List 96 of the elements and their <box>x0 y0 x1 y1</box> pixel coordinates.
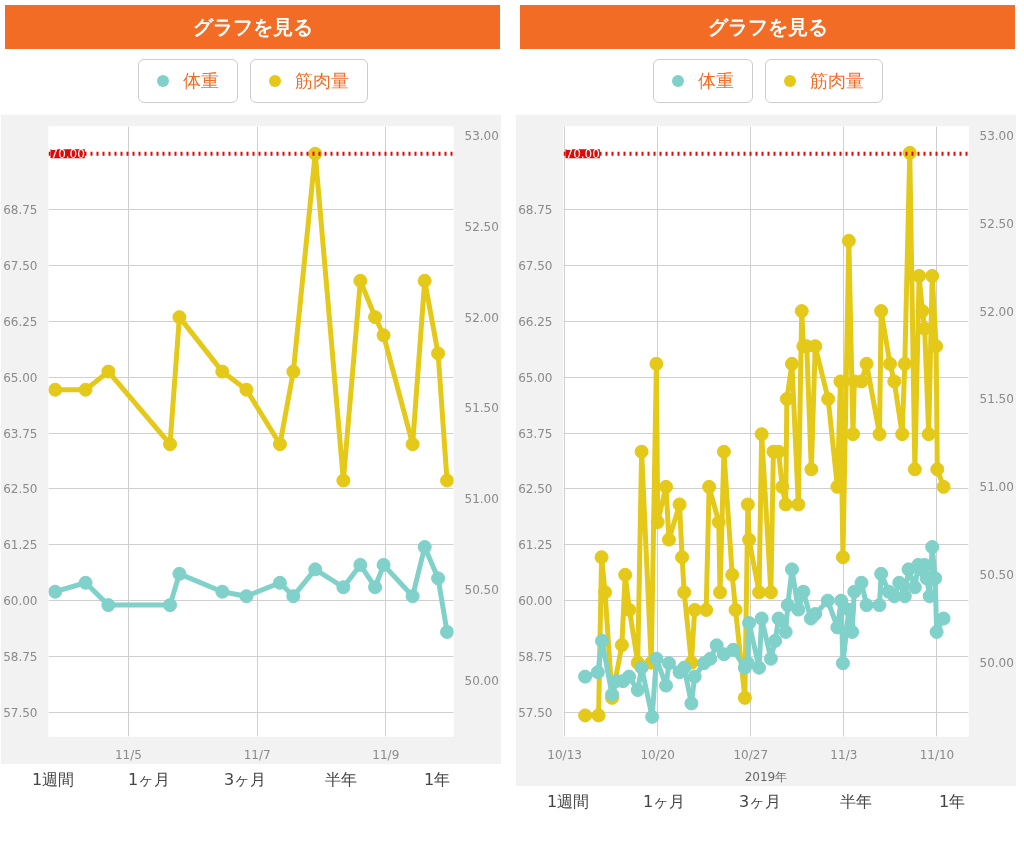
point <box>405 589 420 604</box>
point <box>336 473 351 488</box>
point <box>78 382 93 397</box>
point <box>239 382 254 397</box>
point <box>272 437 287 452</box>
point <box>353 557 368 572</box>
y-tick-label: 60.00 <box>3 594 38 609</box>
point <box>376 328 391 343</box>
y-tick-label: 66.25 <box>518 314 553 329</box>
x-tick-label: 11/7 <box>243 747 271 762</box>
point <box>172 310 187 325</box>
y-tick-label: 62.50 <box>518 482 553 497</box>
legend-label: 筋肉量 <box>809 70 864 91</box>
point <box>163 437 178 452</box>
text: 1週間 <box>545 791 591 813</box>
text: 1年 <box>422 769 452 791</box>
y2-tick-label: 51.00 <box>464 492 499 507</box>
point <box>368 310 383 325</box>
text: 1週間 <box>30 769 76 791</box>
y2-tick-label: 51.50 <box>464 401 499 416</box>
point <box>78 575 93 590</box>
y2-tick-label: 53.00 <box>464 129 499 144</box>
y2-tick-label: 50.00 <box>464 673 499 688</box>
point <box>272 575 287 590</box>
y-tick-label: 65.00 <box>3 370 38 385</box>
point <box>368 580 383 595</box>
y2-tick-label: 51.50 <box>979 392 1014 407</box>
point <box>286 589 301 604</box>
point <box>48 382 63 397</box>
chart-title: グラフを見る <box>5 5 500 49</box>
ref-line-label: 70.00 <box>50 147 85 162</box>
y-tick-label: 63.75 <box>3 426 38 441</box>
y2-tick-label: 53.00 <box>979 128 1014 143</box>
chart-title: グラフを見る <box>520 5 1015 49</box>
text: 1ヶ月 <box>641 791 687 813</box>
point <box>215 364 230 379</box>
y2-tick-label: 50.50 <box>979 568 1014 583</box>
y-tick-label: 65.00 <box>518 370 553 385</box>
point <box>101 598 116 613</box>
y-tick-label: 63.75 <box>518 426 553 441</box>
ref-line-label: 70.00 <box>565 147 600 162</box>
y-tick-label: 62.50 <box>3 482 38 497</box>
y-tick-label: 61.25 <box>518 538 553 553</box>
x-tick-label: 11/9 <box>372 747 400 762</box>
x-tick-label: 10/13 <box>547 747 582 762</box>
point <box>417 273 432 288</box>
point <box>48 584 63 599</box>
y-tick-label: 60.00 <box>518 594 553 609</box>
text: 3ヶ月 <box>222 769 268 791</box>
y-tick-label: 68.75 <box>3 203 38 218</box>
x-axis-title: 2019年 <box>744 769 788 784</box>
legend-label: 体重 <box>182 70 219 91</box>
point <box>308 562 323 577</box>
point <box>239 589 254 604</box>
y-tick-label: 68.75 <box>518 203 553 218</box>
y2-tick-label: 50.00 <box>979 656 1014 671</box>
y2-tick-label: 52.00 <box>464 310 499 325</box>
y2-tick-label: 50.50 <box>464 582 499 597</box>
point <box>215 584 230 599</box>
legend-label: 体重 <box>697 70 734 91</box>
point <box>172 566 187 581</box>
y-tick-label: 58.75 <box>3 650 38 665</box>
x-tick-label: 11/10 <box>919 747 955 762</box>
text: 3ヶ月 <box>737 791 783 813</box>
y-tick-label: 67.50 <box>3 258 38 273</box>
y-tick-label: 61.25 <box>3 538 38 553</box>
y-tick-label: 57.50 <box>3 705 38 720</box>
y2-tick-label: 52.00 <box>979 304 1014 319</box>
point <box>431 571 446 586</box>
x-tick-label: 10/20 <box>640 747 675 762</box>
y2-tick-label: 52.50 <box>464 219 499 234</box>
x-tick-label: 11/5 <box>115 747 142 762</box>
point <box>101 364 116 379</box>
y-tick-label: 66.25 <box>3 314 38 329</box>
legend-label: 筋肉量 <box>294 70 349 91</box>
point <box>163 598 178 613</box>
y-tick-label: 58.75 <box>518 650 553 665</box>
point <box>405 437 420 452</box>
point <box>376 557 391 572</box>
point <box>440 473 454 488</box>
point <box>286 364 301 379</box>
x-tick-label: 10/27 <box>733 747 769 762</box>
y-tick-label: 67.50 <box>518 258 553 273</box>
point <box>336 580 351 595</box>
y2-tick-label: 51.00 <box>979 480 1014 495</box>
text: 半年 <box>324 769 358 791</box>
y-tick-label: 57.50 <box>518 705 553 720</box>
point <box>417 540 432 555</box>
text: 1ヶ月 <box>126 769 172 791</box>
x-tick-label: 11/3 <box>830 747 858 762</box>
point <box>440 624 454 639</box>
y2-tick-label: 52.50 <box>979 216 1014 231</box>
text: 1年 <box>937 791 967 813</box>
text: 半年 <box>839 791 873 813</box>
point <box>431 346 446 361</box>
point <box>353 273 368 288</box>
